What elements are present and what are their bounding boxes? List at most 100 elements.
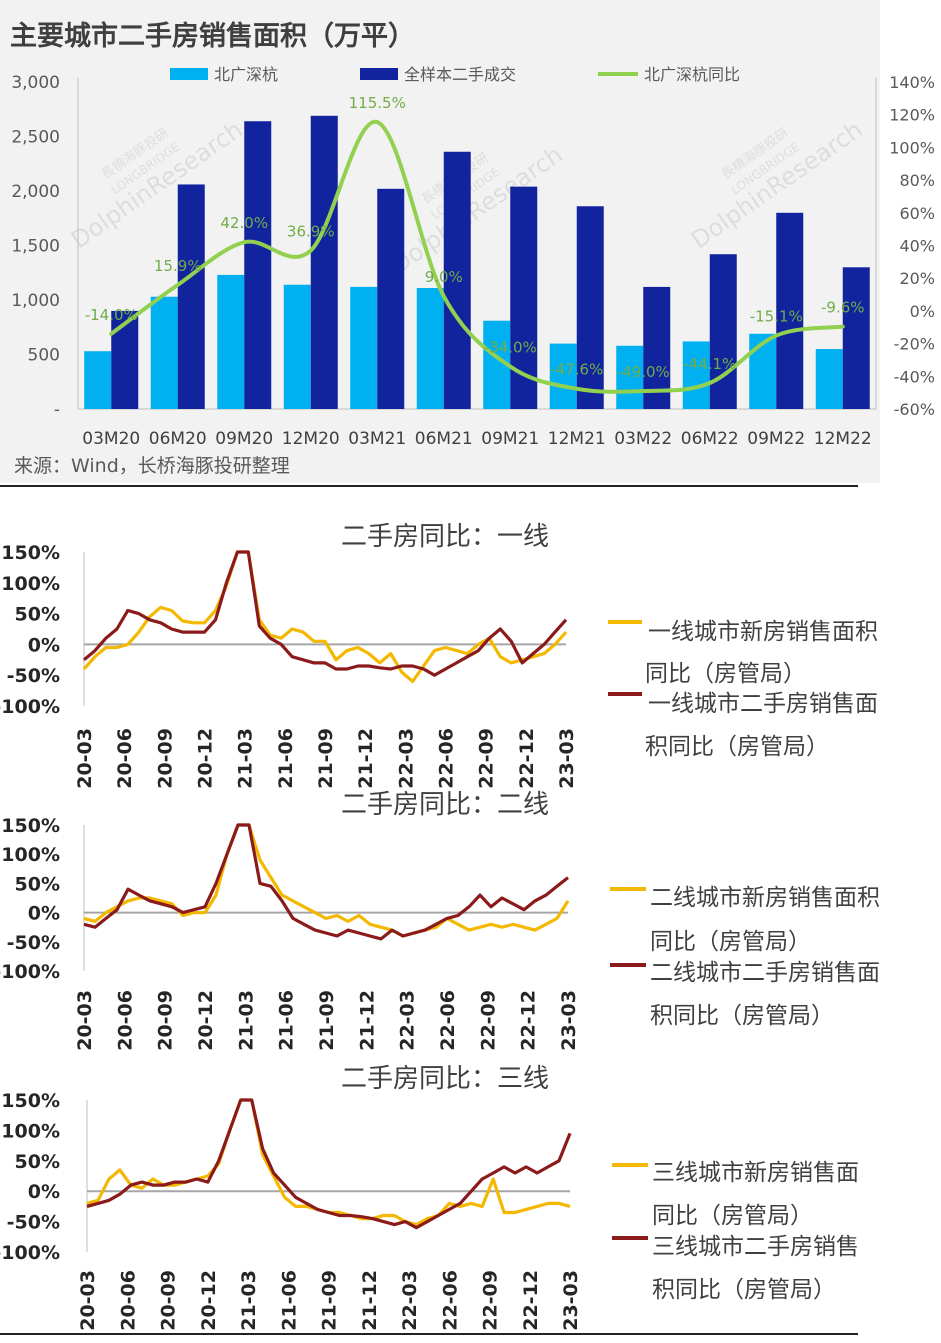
x-tick-label: 22-03: [397, 990, 419, 1051]
y-tick-label: 100%: [1, 573, 60, 595]
bar-quanyangben: [776, 212, 804, 409]
data-label: -47.6%: [550, 361, 603, 379]
y-tick-label: -50%: [7, 1212, 60, 1234]
panel-title: 二手房同比：三线: [341, 1064, 549, 1094]
y-left-tick-label: 2,500: [11, 128, 60, 148]
x-tick-label: 20-03: [74, 728, 96, 789]
divider: [0, 485, 858, 487]
x-tick-label: 21-06: [276, 990, 298, 1051]
y-left-tick-label: 1,500: [11, 237, 60, 257]
legend-second-2-line2: 积同比（房管局）: [650, 1003, 834, 1029]
x-tick-label: 12M20: [282, 429, 340, 449]
y-tick-label: 150%: [1, 815, 60, 837]
bar-beiguangshenhang: [84, 351, 112, 409]
legend-second-1-line1: 一线城市二手房销售面: [648, 691, 878, 717]
data-label: -9.6%: [821, 299, 865, 317]
x-tick-label: 03M20: [82, 429, 140, 449]
x-tick-label: 22-09: [477, 990, 499, 1051]
x-tick-label: 21-03: [235, 728, 257, 789]
legend-new-3-line2: 同比（房管局）: [652, 1203, 813, 1229]
y-tick-label: 0%: [28, 903, 60, 925]
data-label: 42.0%: [220, 214, 268, 232]
legend-second-2-line1: 二线城市二手房销售面: [650, 960, 880, 986]
x-tick-label: 22-03: [395, 728, 417, 789]
bar-quanyangben: [443, 151, 471, 409]
bar-quanyangben: [842, 267, 870, 409]
x-tick-label: 20-06: [117, 1270, 139, 1331]
data-label: 36.9%: [287, 223, 335, 241]
y-left-tick-label: 3,000: [11, 73, 60, 93]
bar-beiguangshenhang: [749, 333, 777, 409]
divider: [0, 1333, 858, 1335]
bar-beiguangshenhang: [283, 284, 311, 409]
data-label: -34.0%: [484, 338, 537, 356]
y-tick-label: 150%: [1, 542, 60, 564]
y-left-tick-label: 1,000: [11, 291, 60, 311]
x-tick-label: 20-03: [77, 1270, 99, 1331]
bar-beiguangshenhang: [217, 274, 245, 409]
y-right-tick-label: 40%: [899, 237, 935, 256]
bar-beiguangshenhang: [350, 286, 378, 409]
x-tick-label: 21-09: [319, 1270, 341, 1331]
small-chart-1: 二手房同比：一线 150% 100% 50% 0% -50% -100% 20-03 20-06…: [0, 522, 642, 789]
x-tick-label: 21-09: [315, 728, 337, 789]
y-left-tick-label: 500: [28, 346, 60, 366]
bar-beiguangshenhang: [416, 288, 444, 409]
x-tick-label: 12M22: [814, 429, 872, 449]
y-tick-label: -50%: [7, 665, 60, 687]
legend-new-2-line2: 同比（房管局）: [650, 929, 811, 955]
x-tick-label: 20-12: [195, 990, 217, 1051]
y-right-tick-label: -40%: [894, 367, 935, 386]
line-new-house-yoy: [86, 1098, 571, 1227]
line-new-house-yoy: [83, 823, 570, 938]
y-right-tick-label: 20%: [899, 269, 935, 288]
x-tick-label: 22-12: [520, 1270, 542, 1331]
line-beiguangshenhang-yoy: [109, 120, 845, 394]
y-tick-label: 100%: [1, 844, 60, 866]
data-label: 15.9%: [154, 257, 202, 275]
x-tick-label: 21-03: [235, 990, 257, 1051]
y-tick-label: 100%: [1, 1120, 60, 1142]
line-second-hand-yoy: [82, 550, 568, 677]
x-tick-label: 22-06: [436, 728, 458, 789]
x-tick-label: 20-12: [198, 1270, 220, 1331]
y-tick-label: 50%: [15, 873, 60, 895]
x-tick-label: 03M21: [348, 429, 406, 449]
x-tick-label: 20-12: [195, 728, 217, 789]
legend-second-3-line1: 三线城市二手房销售: [652, 1234, 859, 1260]
x-tick-label: 21-06: [275, 728, 297, 789]
y-right-tick-label: 0%: [910, 302, 935, 321]
bar-quanyangben: [111, 310, 139, 409]
y-left-tick-label: -: [54, 400, 60, 420]
bar-quanyangben: [177, 184, 205, 409]
legend-label: 北广深杭同比: [644, 65, 740, 84]
data-label: -15.1%: [750, 308, 803, 326]
x-tick-label: 22-12: [518, 990, 540, 1051]
y-tick-label: 50%: [15, 604, 60, 626]
y-right-tick-label: -20%: [894, 335, 935, 354]
line-second-hand-yoy: [83, 823, 569, 941]
legend-swatch-quanyangben: [360, 68, 398, 80]
bar-beiguangshenhang: [682, 341, 710, 409]
panel-title: 二手房同比：一线: [341, 522, 549, 552]
y-right-tick-label: 120%: [889, 106, 935, 125]
x-tick-label: 20-03: [74, 990, 96, 1051]
x-tick-label: 06M22: [681, 429, 739, 449]
y-right-tick-label: -60%: [894, 400, 935, 419]
x-tick-label: 20-06: [114, 728, 136, 789]
x-tick-label: 03M22: [614, 429, 672, 449]
data-label: -49.0%: [617, 363, 670, 381]
x-tick-label: 22-06: [439, 1270, 461, 1331]
bar-quanyangben: [709, 254, 737, 409]
legend-new-1-line2: 同比（房管局）: [645, 661, 806, 687]
legend-swatch-beiguangshenhang: [170, 68, 208, 80]
x-tick-label: 21-12: [359, 1270, 381, 1331]
x-tick-label: 21-12: [355, 728, 377, 789]
x-tick-label: 09M20: [215, 429, 273, 449]
bar-beiguangshenhang: [815, 349, 843, 409]
data-label: 115.5%: [349, 94, 406, 112]
x-tick-label: 20-09: [155, 990, 177, 1051]
x-tick-label: 21-12: [356, 990, 378, 1051]
legend-new-1-line1: 一线城市新房销售面积: [648, 619, 878, 645]
